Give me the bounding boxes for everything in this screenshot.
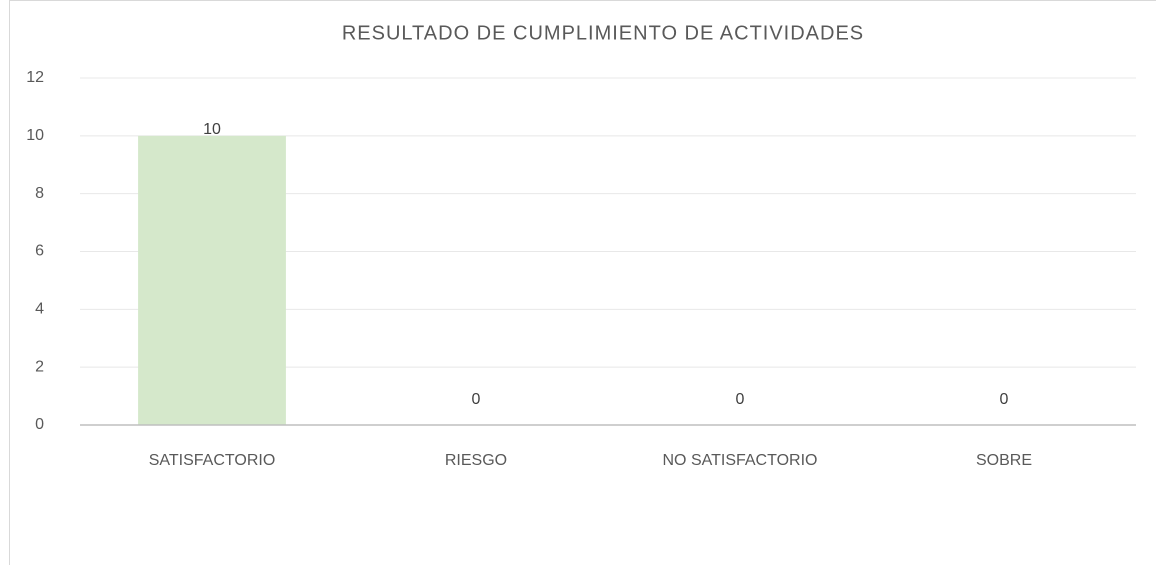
data-label: 0 — [1000, 391, 1009, 408]
chart-title: RESULTADO DE CUMPLIMIENTO DE ACTIVIDADES — [342, 22, 864, 44]
y-tick-label: 2 — [35, 358, 44, 375]
y-tick-label: 6 — [35, 243, 44, 260]
data-label: 0 — [736, 391, 745, 408]
bar — [138, 135, 286, 426]
chart-frame — [9, 0, 1156, 565]
y-tick-label: 4 — [35, 301, 44, 318]
data-label: 10 — [203, 121, 221, 138]
x-tick-label: RIESGO — [445, 452, 507, 469]
x-tick-label: NO SATISFACTORIO — [663, 452, 818, 469]
x-tick-label: SOBRE — [976, 452, 1032, 469]
data-label: 0 — [472, 391, 481, 408]
y-tick-label: 12 — [26, 69, 44, 86]
y-tick-label: 10 — [26, 127, 44, 144]
y-tick-label: 8 — [35, 185, 44, 202]
x-tick-label: SATISFACTORIO — [149, 452, 276, 469]
y-tick-label: 0 — [35, 416, 44, 433]
